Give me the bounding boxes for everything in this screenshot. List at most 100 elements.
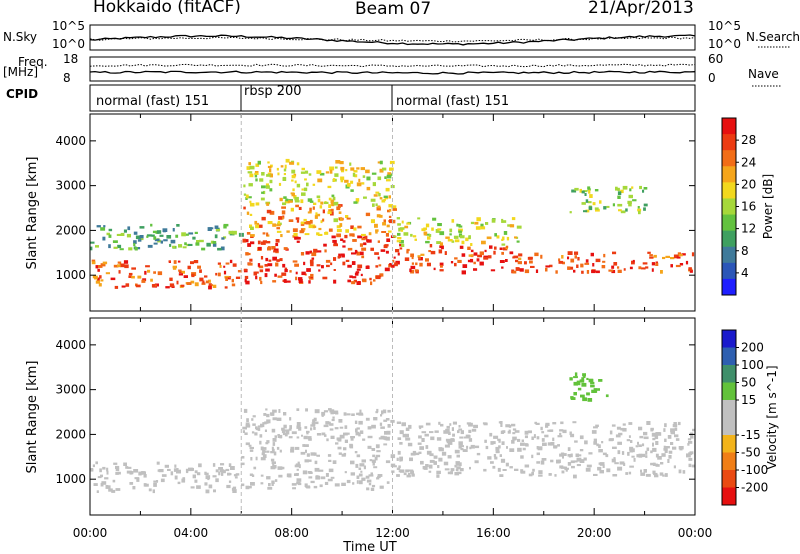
power-band-8 bbox=[509, 251, 695, 274]
velocity-y-tick-2: 2000 bbox=[55, 427, 86, 441]
colorbar-segment-8 bbox=[722, 452, 736, 471]
cpid-segment-3: normal (fast) 151 bbox=[396, 94, 510, 109]
colorbar-segment-4 bbox=[722, 382, 736, 401]
colorbar-tick-6: 24 bbox=[741, 155, 756, 169]
x-axis-title: Time UT bbox=[342, 540, 396, 554]
velocity-y-tick-3: 3000 bbox=[55, 383, 86, 397]
power-colorbar: 4 8 12 16 20 24 28 Power [dB] bbox=[721, 117, 775, 296]
date-label: 21/Apr/2013 bbox=[588, 0, 694, 18]
colorbar-segment-4 bbox=[722, 166, 736, 183]
velocity-y-axis-title: Slant Range [km] bbox=[25, 361, 40, 474]
colorbar-segment-8 bbox=[722, 230, 736, 248]
velocity-heatmap-cells bbox=[90, 372, 696, 494]
colorbar-tick-2: 100 bbox=[741, 358, 764, 372]
power-y-axis-title: Slant Range [km] bbox=[25, 157, 40, 270]
freq-label: Freq. bbox=[18, 55, 48, 69]
x-tick-2: 04:00 bbox=[174, 526, 209, 540]
nave-tick-top: 60 bbox=[708, 52, 724, 66]
power-band-6 bbox=[393, 243, 509, 275]
cpid-segment-2: rbsp 200 bbox=[244, 84, 302, 99]
colorbar-segment-2 bbox=[722, 347, 736, 366]
colorbar-segment-1 bbox=[722, 118, 736, 135]
nave-label: Nave bbox=[748, 67, 779, 81]
cpid-label: CPID bbox=[6, 87, 39, 101]
velocity-colorbar: 200 100 50 15 -15 -50 -100 -200 Velocity [m s^-1… bbox=[721, 329, 779, 506]
velocity-colorbar-title: Velocity [m s^-1] bbox=[765, 365, 779, 469]
freq-panel bbox=[89, 56, 782, 87]
velocity-panel: 1000 2000 3000 4000 bbox=[55, 317, 696, 516]
colorbar-tick-1: 4 bbox=[741, 266, 749, 280]
velocity-band-1 bbox=[90, 461, 245, 494]
x-tick-labels: 00:00 04:00 08:00 12:00 16:00 20:00 00:00 bbox=[73, 526, 713, 540]
colorbar-segment-6 bbox=[722, 417, 736, 436]
colorbar-segment-10 bbox=[722, 487, 736, 506]
nsky-series bbox=[89, 34, 696, 46]
velocity-y-tick-1: 1000 bbox=[55, 472, 86, 486]
colorbar-tick-8: -200 bbox=[741, 481, 768, 495]
colorbar-segment-2 bbox=[722, 134, 736, 151]
power-y-tick-3: 3000 bbox=[55, 179, 86, 193]
colorbar-segment-9 bbox=[722, 470, 736, 488]
cpid-segment-1: normal (fast) 151 bbox=[96, 94, 210, 109]
x-tick-1: 00:00 bbox=[73, 526, 108, 540]
power-band-2 bbox=[90, 223, 244, 251]
power-band-1 bbox=[91, 259, 243, 290]
nsearch-tick-bottom: 10^0 bbox=[708, 37, 741, 51]
colorbar-tick-3: 50 bbox=[741, 376, 756, 390]
x-tick-5: 16:00 bbox=[476, 526, 511, 540]
nsearch-tick-top: 10^5 bbox=[708, 19, 741, 33]
nave-series bbox=[89, 63, 696, 68]
power-colorbar-title: Power [dB] bbox=[761, 174, 775, 239]
nave-tick-bottom: 0 bbox=[708, 71, 716, 85]
nsky-tick-bottom: 10^0 bbox=[52, 37, 85, 51]
power-y-tick-4: 4000 bbox=[55, 134, 86, 148]
colorbar-tick-6: -50 bbox=[741, 446, 761, 460]
colorbar-segment-3 bbox=[722, 150, 736, 167]
freq-unit: [MHz] bbox=[3, 65, 39, 79]
power-panel: 1000 2000 3000 4000 bbox=[55, 113, 696, 312]
x-tick-7: 00:00 bbox=[678, 526, 713, 540]
nsky-panel bbox=[89, 24, 790, 51]
colorbar-segment-5 bbox=[722, 182, 736, 199]
colorbar-tick-3: 12 bbox=[741, 222, 756, 236]
colorbar-tick-5: -15 bbox=[741, 428, 761, 442]
velocity-band-4 bbox=[569, 372, 609, 402]
beam-label: Beam 07 bbox=[355, 0, 432, 19]
nsky-label: N.Sky bbox=[3, 30, 38, 44]
power-band-7 bbox=[393, 217, 522, 247]
colorbar-segment-9 bbox=[722, 246, 736, 264]
power-band-4 bbox=[243, 204, 397, 238]
freq-tick-bottom: 8 bbox=[63, 71, 71, 85]
power-band-9 bbox=[569, 185, 648, 215]
colorbar-segment-1 bbox=[722, 330, 736, 348]
x-tick-3: 08:00 bbox=[274, 526, 309, 540]
colorbar-segment-6 bbox=[722, 198, 736, 216]
cpid-panel bbox=[89, 84, 696, 112]
nsky-tick-top: 10^5 bbox=[52, 19, 85, 33]
colorbar-tick-7: 28 bbox=[741, 133, 756, 147]
colorbar-segment-7 bbox=[722, 435, 736, 453]
colorbar-tick-4: 15 bbox=[741, 393, 756, 407]
power-band-5 bbox=[243, 158, 395, 207]
colorbar-tick-4: 16 bbox=[741, 200, 756, 214]
colorbar-segment-5 bbox=[722, 400, 736, 418]
power-y-tick-1: 1000 bbox=[55, 268, 86, 282]
velocity-band-3 bbox=[393, 421, 696, 479]
x-tick-4: 12:00 bbox=[375, 526, 410, 540]
colorbar-tick-1: 200 bbox=[741, 341, 764, 355]
nsearch-label: N.Search bbox=[746, 30, 800, 44]
colorbar-tick-7: -100 bbox=[741, 463, 768, 477]
x-tick-6: 20:00 bbox=[577, 526, 612, 540]
freq-series bbox=[89, 70, 696, 75]
colorbar-segment-3 bbox=[722, 365, 736, 383]
power-y-tick-2: 2000 bbox=[55, 223, 86, 237]
power-heatmap-cells bbox=[90, 158, 695, 290]
colorbar-tick-2: 8 bbox=[741, 244, 749, 258]
colorbar-tick-5: 20 bbox=[741, 177, 756, 191]
freq-tick-top: 18 bbox=[63, 52, 79, 66]
colorbar-segment-10 bbox=[722, 262, 736, 280]
colorbar-segment-7 bbox=[722, 214, 736, 232]
power-band-3 bbox=[242, 234, 396, 286]
velocity-band-2 bbox=[241, 408, 396, 491]
